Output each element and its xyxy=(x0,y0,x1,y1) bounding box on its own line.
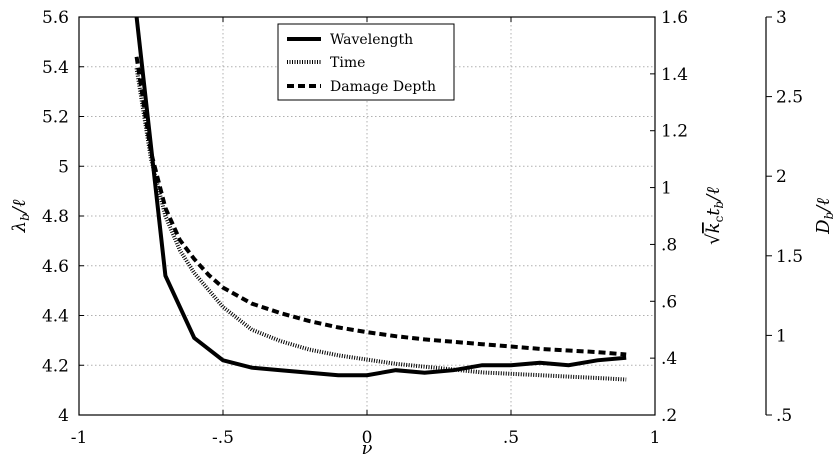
x-tick-label: -1 xyxy=(71,428,88,448)
svg-text:Db/ℓ: Db/ℓ xyxy=(813,198,835,235)
tick-layer: -1 -.5 0 .5 1 4 4.2 4.4 4.6 4.8 5 5.2 5.4 5.6 .2 .4 .6 .8… xyxy=(42,8,803,448)
series-line-damage-depth xyxy=(134,56,627,357)
right2-tick-label: .5 xyxy=(776,406,792,426)
x-axis-label: ν xyxy=(362,438,373,458)
series-layer xyxy=(134,17,627,382)
left-tick-label: 4.8 xyxy=(42,207,69,227)
right1-tick-label: .4 xyxy=(661,349,677,369)
right2-tick-label: 2.5 xyxy=(776,88,803,108)
x-tick-label: 1 xyxy=(650,428,661,448)
left-tick-label: 5.4 xyxy=(42,58,69,78)
right1-tick-label: 1 xyxy=(661,179,672,199)
svg-text:λb/ℓ: λb/ℓ xyxy=(9,199,32,233)
right1-axis-label: √kctb/ℓ xyxy=(703,187,726,245)
left-tick-label: 4.6 xyxy=(42,257,69,277)
right2-tick-label: 1.5 xyxy=(776,247,803,267)
right2-tick-label: 1 xyxy=(776,326,787,346)
left-tick-label: 5.6 xyxy=(42,8,69,28)
right1-tick-label: .2 xyxy=(661,406,677,426)
right1-tick-label: 1.4 xyxy=(661,65,688,85)
x-tick-label: -.5 xyxy=(212,428,234,448)
x-tick-label: 0 xyxy=(362,428,373,448)
left-tick-label: 5 xyxy=(58,157,69,177)
right2-axis-label: Db/ℓ xyxy=(813,198,835,235)
right2-tick-label: 3 xyxy=(776,8,787,28)
legend-label-damage-depth: Damage Depth xyxy=(330,79,436,95)
left-tick-label: 4 xyxy=(58,406,69,426)
right1-tick-label: .8 xyxy=(661,235,677,255)
left-tick-label: 4.2 xyxy=(42,356,69,376)
left-axis-label: λb/ℓ xyxy=(9,199,32,233)
x-tick-label: .5 xyxy=(503,428,519,448)
svg-text:√kctb/ℓ: √kctb/ℓ xyxy=(703,187,726,245)
right2-tick-label: 2 xyxy=(776,167,787,187)
right1-tick-label: 1.2 xyxy=(661,122,688,142)
left-tick-label: 4.4 xyxy=(42,307,69,327)
right1-tick-label: .6 xyxy=(661,292,677,312)
legend: Wavelength Time Damage Depth xyxy=(277,23,455,101)
legend-label-wavelength: Wavelength xyxy=(330,32,413,48)
grid-lines xyxy=(79,17,655,415)
left-tick-label: 5.2 xyxy=(42,108,69,128)
legend-label-time: Time xyxy=(330,55,365,71)
right1-tick-label: 1.6 xyxy=(661,8,688,28)
series-line-wavelength xyxy=(134,17,627,378)
